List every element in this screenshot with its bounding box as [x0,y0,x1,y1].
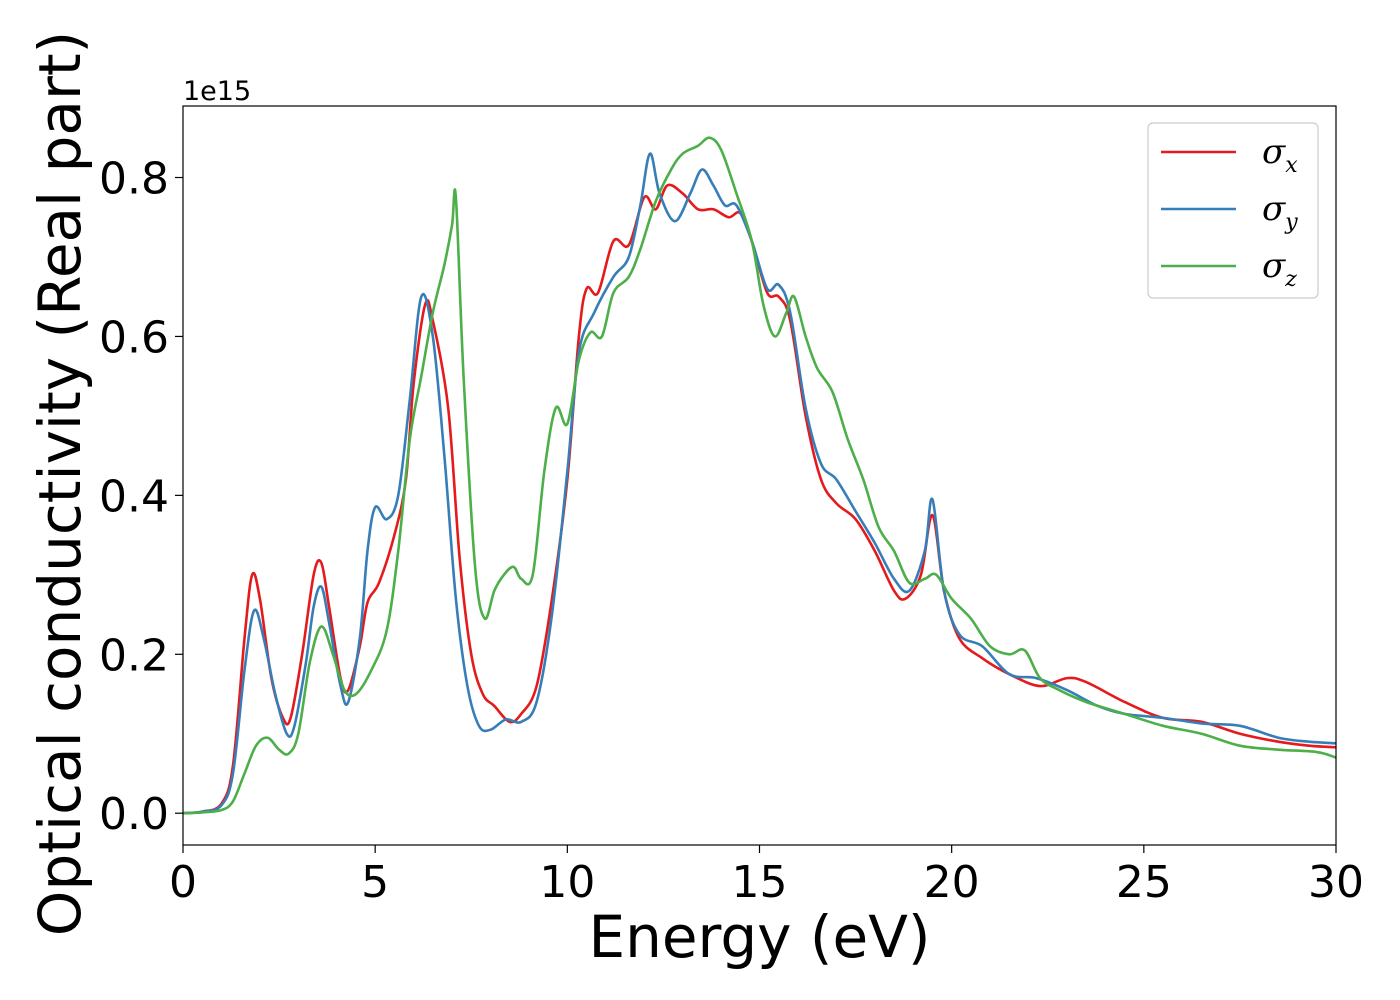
x-tick-label: 0 [169,857,197,908]
x-tick-label: 25 [1116,857,1172,908]
y-axis-title: Optical conductivity (Real part) [26,31,94,936]
x-tick-label: 30 [1308,857,1364,908]
y-tick-label: 0.6 [99,312,169,363]
legend-box [1147,122,1319,299]
x-tick-label: 20 [924,857,980,908]
legend: σx σy σz [1147,122,1319,299]
x-tick-label: 5 [361,857,389,908]
plot-lines [183,136,1336,815]
y-tick-label: 0.2 [99,630,169,681]
series-line-z [183,136,1336,815]
y-tick-label: 0.8 [99,154,169,205]
y-tick-label: 0.4 [99,471,169,522]
x-tick-label: 15 [732,857,788,908]
y-offset-label: 1e15 [183,76,251,107]
legend-label-y: σy [1262,189,1298,235]
legend-label-z: σz [1262,246,1297,292]
x-tick-label: 10 [539,857,595,908]
x-axis-title: Energy (eV) [588,903,930,971]
series-line-y [183,152,1336,815]
y-tick-label: 0.0 [99,789,169,840]
y-axis: 0.0 0.2 0.4 0.6 0.8 [99,154,183,840]
legend-label-x: σx [1262,132,1298,178]
x-axis: 0 5 10 15 20 25 30 [169,845,1364,908]
